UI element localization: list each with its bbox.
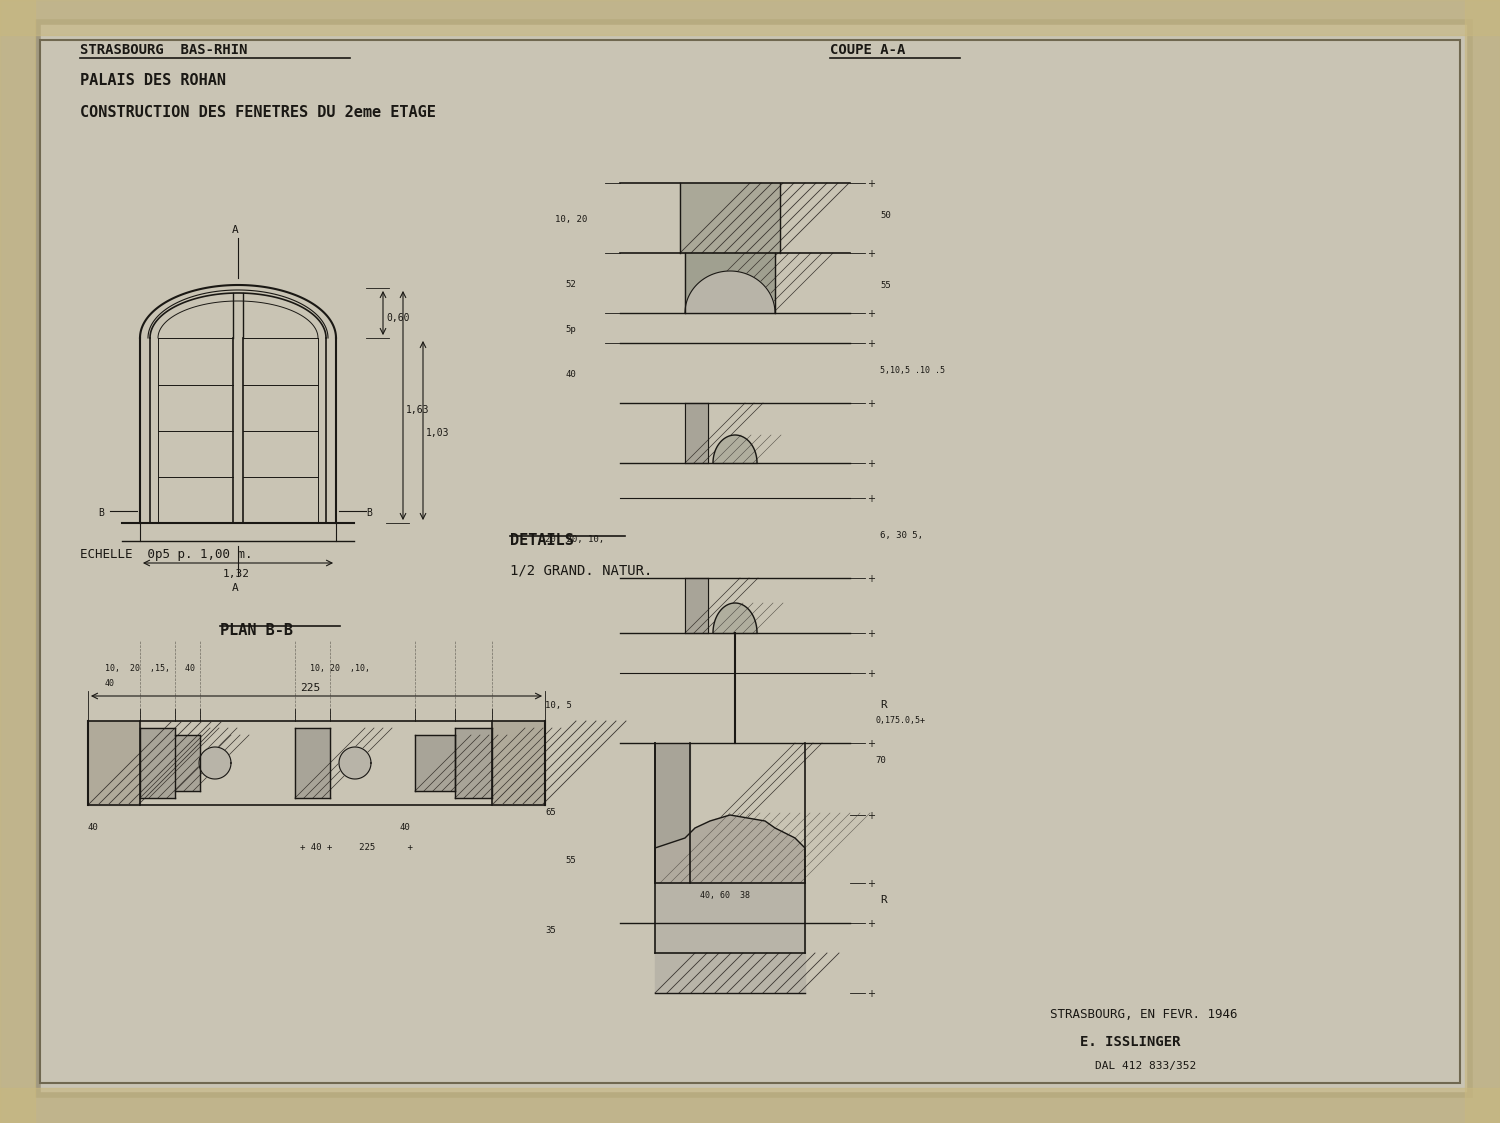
Text: 40: 40 [400,823,411,832]
Text: COUPE A-A: COUPE A-A [830,43,906,57]
Text: B: B [98,508,104,518]
Text: E. ISSLINGER: E. ISSLINGER [1080,1035,1180,1049]
Text: 65: 65 [544,809,555,818]
Text: 40, 60  38: 40, 60 38 [700,891,750,900]
Text: +: + [867,179,874,189]
Text: 70: 70 [874,756,885,765]
Text: 6, 30 5,: 6, 30 5, [880,531,922,540]
Text: +: + [867,249,874,259]
Text: A: A [232,583,238,593]
Text: 225: 225 [300,683,321,693]
Text: PALAIS DES ROHAN: PALAIS DES ROHAN [80,73,226,88]
Text: +: + [867,989,874,999]
Text: 20, 20, 10,: 20, 20, 10, [544,535,604,544]
Polygon shape [339,747,370,779]
Text: 55: 55 [566,856,576,865]
Text: R: R [880,895,886,905]
Text: +: + [867,919,874,929]
Text: DETAILS: DETAILS [510,533,574,548]
Text: + 40 +     225      +: + 40 + 225 + [300,843,412,852]
Text: 10, 20: 10, 20 [555,214,588,223]
Text: 40: 40 [566,369,576,378]
Polygon shape [656,815,806,883]
Text: 1,03: 1,03 [426,428,450,438]
Polygon shape [200,747,231,779]
Text: 1,32: 1,32 [224,569,251,579]
Text: 10,  20  ,15,   40: 10, 20 ,15, 40 [105,664,195,673]
Text: R: R [880,700,886,710]
Text: STRASBOURG, EN FEVR. 1946: STRASBOURG, EN FEVR. 1946 [1050,1008,1238,1021]
Text: +: + [867,629,874,639]
Text: PLAN B-B: PLAN B-B [220,623,292,638]
Text: +: + [867,309,874,319]
Text: 5,10,5 .10 .5: 5,10,5 .10 .5 [880,366,945,375]
Text: B: B [366,508,372,518]
Text: A: A [232,225,238,235]
Text: +: + [867,669,874,679]
Text: +: + [867,339,874,349]
Text: ECHELLE  0p5 p. 1,00 m.: ECHELLE 0p5 p. 1,00 m. [80,548,252,562]
Text: STRASBOURG  BAS-RHIN: STRASBOURG BAS-RHIN [80,43,248,57]
Text: 1,63: 1,63 [406,405,429,416]
Text: 5p: 5p [566,325,576,334]
Text: +: + [867,459,874,469]
Text: +: + [867,811,874,821]
Text: 40: 40 [88,823,99,832]
Text: +: + [867,574,874,584]
Text: 0,60: 0,60 [386,313,410,323]
Text: 55: 55 [880,281,891,290]
Text: 0,175.0,5+: 0,175.0,5+ [874,716,926,725]
Text: 50: 50 [880,211,891,220]
Text: 35: 35 [544,926,555,935]
Text: 10, 5: 10, 5 [544,701,572,710]
Text: +: + [867,494,874,504]
Text: +: + [867,739,874,749]
Text: CONSTRUCTION DES FENETRES DU 2eme ETAGE: CONSTRUCTION DES FENETRES DU 2eme ETAGE [80,104,436,120]
Text: 10, 20  ,10,: 10, 20 ,10, [310,664,370,673]
Text: 40: 40 [105,679,116,688]
Text: 52: 52 [566,280,576,289]
Text: 1/2 GRAND. NATUR.: 1/2 GRAND. NATUR. [510,563,652,577]
Text: DAL 412 833/352: DAL 412 833/352 [1095,1061,1197,1071]
Text: +: + [867,399,874,409]
Text: +: + [867,879,874,889]
